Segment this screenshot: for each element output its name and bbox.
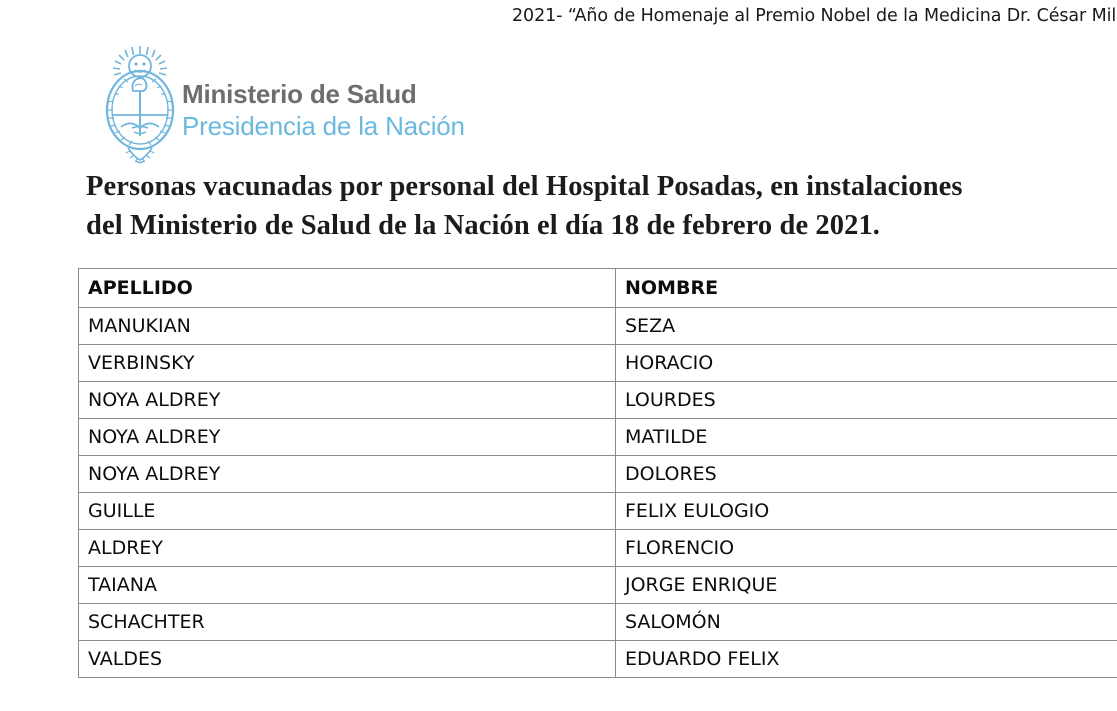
vaccinated-people-table: APELLIDO NOMBRE MANUKIAN SEZA VERBINSKY … <box>78 268 1117 678</box>
table-row: NOYA ALDREY DOLORES <box>78 455 1117 493</box>
table-row: GUILLE FELIX EULOGIO <box>78 492 1117 530</box>
cell-apellido: NOYA ALDREY <box>78 418 616 456</box>
table-row: TAIANA JORGE ENRIQUE <box>78 566 1117 604</box>
table-header-row: APELLIDO NOMBRE <box>78 268 1117 308</box>
cell-nombre: EDUARDO FELIX <box>615 640 1117 678</box>
cell-nombre: JORGE ENRIQUE <box>615 566 1117 604</box>
argentina-coat-of-arms-icon <box>88 44 192 166</box>
cell-nombre: SEZA <box>615 307 1117 345</box>
vaccinated-people-table-container: APELLIDO NOMBRE MANUKIAN SEZA VERBINSKY … <box>78 268 1117 678</box>
table-row: ALDREY FLORENCIO <box>78 529 1117 567</box>
cell-apellido: ALDREY <box>78 529 616 567</box>
column-header-apellido: APELLIDO <box>78 268 616 308</box>
document-title: Personas vacunadas por personal del Hosp… <box>86 167 1117 245</box>
cell-nombre: FLORENCIO <box>615 529 1117 567</box>
running-header-text: 2021- “Año de Homenaje al Premio Nobel d… <box>512 6 1117 26</box>
cell-nombre: HORACIO <box>615 344 1117 382</box>
cell-nombre: DOLORES <box>615 455 1117 493</box>
cell-apellido: TAIANA <box>78 566 616 604</box>
cell-apellido: SCHACHTER <box>78 603 616 641</box>
cell-apellido: GUILLE <box>78 492 616 530</box>
cell-apellido: NOYA ALDREY <box>78 381 616 419</box>
document-title-line-1: Personas vacunadas por personal del Hosp… <box>86 171 963 202</box>
table-row: MANUKIAN SEZA <box>78 307 1117 345</box>
cell-apellido: MANUKIAN <box>78 307 616 345</box>
ministry-name: Ministerio de Salud <box>182 79 417 109</box>
table-row: NOYA ALDREY MATILDE <box>78 418 1117 456</box>
ministry-text-block: Ministerio de Salud Presidencia de la Na… <box>182 78 582 142</box>
table-row: VALDES EDUARDO FELIX <box>78 640 1117 678</box>
cell-apellido: VERBINSKY <box>78 344 616 382</box>
cell-nombre: SALOMÓN <box>615 603 1117 641</box>
table-row: VERBINSKY HORACIO <box>78 344 1117 382</box>
letterhead: Ministerio de Salud Presidencia de la Na… <box>88 44 548 166</box>
cell-nombre: LOURDES <box>615 381 1117 419</box>
ministry-subtitle: Presidencia de la Nación <box>182 111 465 141</box>
table-row: NOYA ALDREY LOURDES <box>78 381 1117 419</box>
cell-nombre: MATILDE <box>615 418 1117 456</box>
column-header-nombre: NOMBRE <box>615 268 1117 308</box>
table-row: SCHACHTER SALOMÓN <box>78 603 1117 641</box>
cell-apellido: VALDES <box>78 640 616 678</box>
document-title-line-2: del Ministerio de Salud de la Nación el … <box>86 210 881 241</box>
cell-apellido: NOYA ALDREY <box>78 455 616 493</box>
running-header: 2021- “Año de Homenaje al Premio Nobel d… <box>0 0 1117 34</box>
cell-nombre: FELIX EULOGIO <box>615 492 1117 530</box>
